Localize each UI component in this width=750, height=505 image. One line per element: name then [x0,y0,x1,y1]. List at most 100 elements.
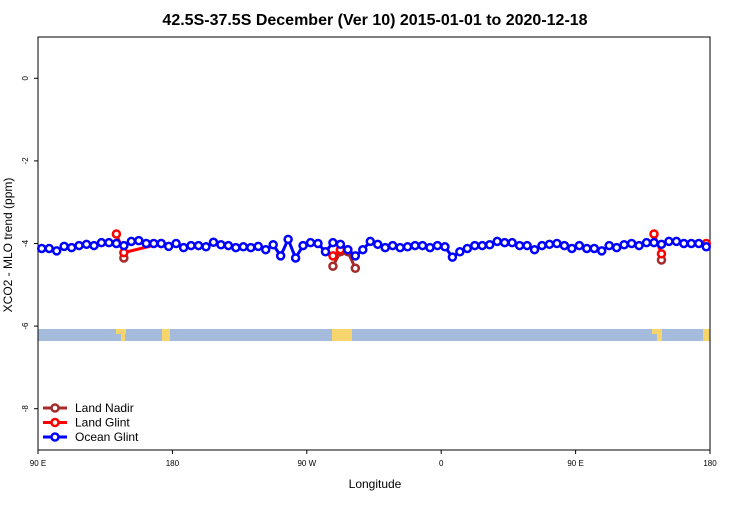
data-point [343,244,353,255]
y-axis-label: XCO2 - MLO trend (ppm) [1,178,15,313]
data-point [268,239,278,250]
data-point [66,242,77,253]
data-point [246,242,256,253]
data-point [163,241,174,252]
data-point [193,240,204,251]
data-point [417,240,428,251]
data-point [231,242,241,253]
legend-label: Ocean Glint [75,430,139,444]
data-point [425,242,435,253]
x-tick-label: 180 [703,459,717,468]
data-point [671,236,682,247]
data-point [604,240,614,251]
data-point [477,240,488,251]
data-point [126,236,137,247]
data-point [596,246,607,256]
data-point [679,238,689,249]
data-point [410,240,420,251]
data-point [387,240,398,251]
data-point [432,240,443,251]
data-point [350,263,361,274]
data-point [522,240,532,251]
series-line [333,252,662,269]
data-point [275,251,286,261]
land-patch [657,334,662,341]
legend-marker [50,417,60,428]
data-point [544,239,555,250]
data-point [559,240,570,251]
data-point [171,238,181,249]
data-point [148,238,159,249]
data-point [649,237,659,248]
legend-marker [50,403,60,413]
data-point [328,261,338,271]
x-axis-label: Longitude [349,477,402,491]
data-point [686,238,697,249]
y-tick-label: -8 [21,405,30,413]
data-point [328,237,338,248]
data-point [455,247,465,257]
x-tick-label: 90 E [30,459,46,468]
data-point [44,243,54,254]
data-point [664,236,674,247]
data-point [156,238,166,249]
data-point [74,240,84,251]
data-point [567,243,577,254]
land-patch [652,329,662,334]
x-tick-label: 90 W [297,459,316,468]
data-point [641,237,652,248]
y-tick-label: 0 [21,76,30,81]
data-point [499,237,510,248]
data-point [507,237,517,248]
data-point [283,234,293,245]
y-tick-label: -6 [21,322,30,330]
data-point [104,237,114,248]
data-point [552,238,562,249]
data-point [216,239,226,250]
data-point [694,238,704,249]
data-point [36,243,47,254]
x-tick-label: 0 [439,459,444,468]
data-point [201,242,211,252]
chart-title: 42.5S-37.5S December (Ver 10) 2015-01-01… [162,12,587,29]
data-point [208,237,219,248]
data-point [470,240,480,251]
data-point [81,239,92,250]
data-point [89,240,99,251]
data-point [574,240,585,251]
data-point [313,238,323,249]
data-point [134,235,144,246]
data-point [186,240,196,251]
data-point [626,238,637,249]
data-point [365,236,376,247]
data-point [119,240,129,251]
data-point [358,244,368,255]
data-point [328,251,338,261]
data-point [701,242,712,252]
data-point [350,251,361,261]
land-patch [332,329,352,341]
data-point [178,242,189,253]
data-point [462,243,473,254]
data-point [484,239,495,250]
land-patch [116,329,126,334]
data-point [440,242,450,252]
data-point [111,229,122,239]
data-point [335,239,346,250]
data-point [447,252,458,262]
x-tick-label: 180 [166,459,180,468]
data-point [96,237,107,248]
data-point [238,242,249,252]
data-point [372,239,383,250]
land-patch [121,334,125,341]
data-point [619,239,629,250]
ocean-strip [38,329,710,341]
x-tick-label: 90 E [567,459,583,468]
data-point [51,246,62,256]
data-point [298,240,308,251]
data-point [589,243,600,254]
data-point [305,237,316,248]
data-point [260,244,271,255]
data-point [290,253,301,263]
